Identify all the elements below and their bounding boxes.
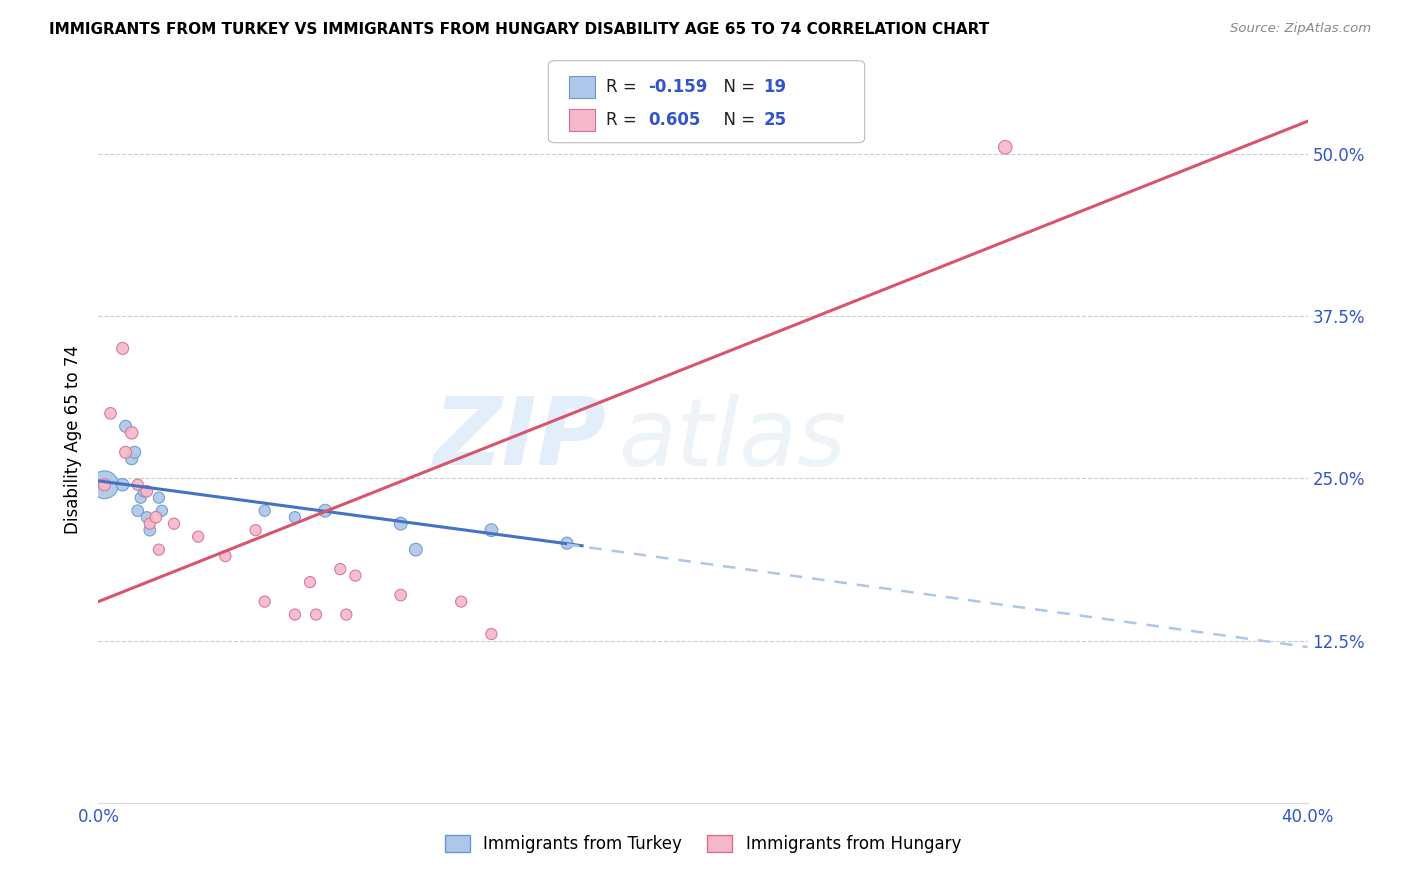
- Point: [253, 504, 276, 518]
- Point: [450, 594, 472, 608]
- Point: [187, 530, 209, 544]
- Text: 19: 19: [763, 78, 786, 96]
- Point: [148, 491, 170, 505]
- Text: ZIP: ZIP: [433, 393, 606, 485]
- Point: [132, 484, 155, 499]
- Point: [93, 477, 115, 491]
- Text: R =: R =: [606, 78, 643, 96]
- Point: [284, 510, 307, 524]
- Point: [148, 542, 170, 557]
- Point: [111, 477, 134, 491]
- Point: [93, 477, 115, 491]
- Text: -0.159: -0.159: [648, 78, 707, 96]
- Text: 25: 25: [763, 111, 786, 129]
- Text: Source: ZipAtlas.com: Source: ZipAtlas.com: [1230, 22, 1371, 36]
- Text: N =: N =: [713, 78, 761, 96]
- Point: [481, 523, 503, 537]
- Point: [329, 562, 352, 576]
- Point: [124, 445, 146, 459]
- Point: [127, 477, 149, 491]
- Point: [121, 451, 143, 466]
- Point: [314, 504, 336, 518]
- Legend: Immigrants from Turkey, Immigrants from Hungary: Immigrants from Turkey, Immigrants from …: [439, 829, 967, 860]
- Point: [145, 510, 167, 524]
- Point: [245, 523, 267, 537]
- Point: [305, 607, 328, 622]
- Point: [111, 342, 134, 356]
- Point: [284, 607, 307, 622]
- Point: [114, 419, 136, 434]
- Point: [389, 516, 412, 531]
- Point: [150, 504, 173, 518]
- Point: [405, 542, 427, 557]
- Point: [135, 510, 157, 524]
- Point: [127, 504, 149, 518]
- Text: 0.605: 0.605: [648, 111, 700, 129]
- Point: [555, 536, 578, 550]
- Point: [299, 575, 322, 590]
- Point: [121, 425, 143, 440]
- Point: [344, 568, 367, 582]
- Point: [994, 140, 1017, 154]
- Text: IMMIGRANTS FROM TURKEY VS IMMIGRANTS FROM HUNGARY DISABILITY AGE 65 TO 74 CORREL: IMMIGRANTS FROM TURKEY VS IMMIGRANTS FRO…: [49, 22, 990, 37]
- Point: [114, 445, 136, 459]
- Point: [100, 406, 122, 420]
- Text: atlas: atlas: [619, 393, 846, 485]
- Point: [253, 594, 276, 608]
- Point: [163, 516, 186, 531]
- Point: [214, 549, 236, 563]
- Point: [335, 607, 357, 622]
- Point: [139, 523, 162, 537]
- Text: R =: R =: [606, 111, 643, 129]
- Point: [481, 627, 503, 641]
- Point: [139, 516, 162, 531]
- Text: N =: N =: [713, 111, 761, 129]
- Point: [135, 484, 157, 499]
- Point: [129, 491, 152, 505]
- Y-axis label: Disability Age 65 to 74: Disability Age 65 to 74: [65, 345, 83, 533]
- Point: [389, 588, 412, 602]
